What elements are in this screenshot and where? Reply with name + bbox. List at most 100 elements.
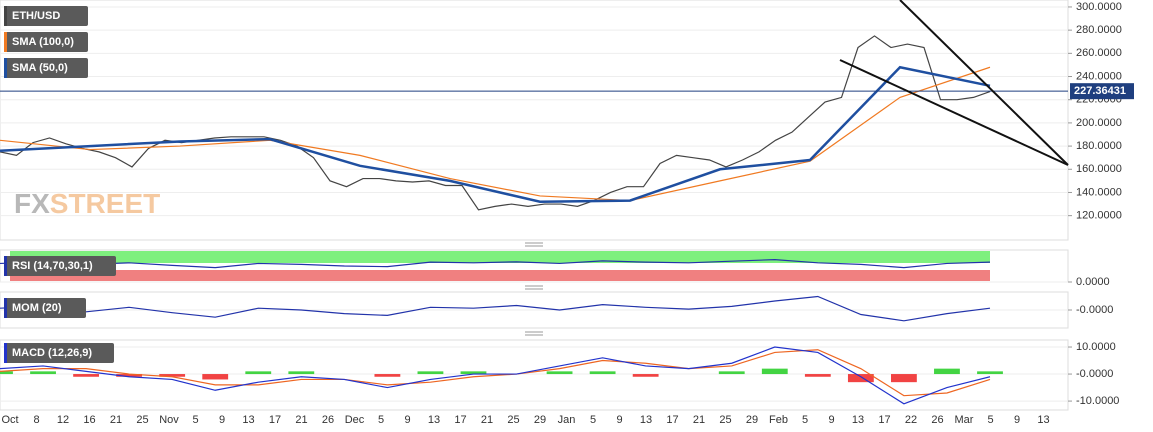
histogram-bar xyxy=(73,374,99,377)
rsi-lower-band xyxy=(10,270,990,281)
rsi-upper-band xyxy=(10,251,990,263)
legend-box xyxy=(4,6,88,26)
x-tick-label: 17 xyxy=(878,414,890,426)
legend-accent xyxy=(4,58,7,78)
y-tick-label: 120.0000 xyxy=(1076,210,1122,222)
y-tick-label: 140.0000 xyxy=(1076,186,1122,198)
x-tick-label: 17 xyxy=(454,414,466,426)
x-tick-label: 17 xyxy=(269,414,281,426)
x-tick-label: 13 xyxy=(640,414,652,426)
legend-box xyxy=(4,343,114,363)
x-tick-label: 26 xyxy=(322,414,334,426)
x-tick-label: 5 xyxy=(192,414,198,426)
histogram-bar xyxy=(0,371,13,375)
last-price-label: 227.36431 xyxy=(1074,85,1126,97)
x-tick-label: Oct xyxy=(1,414,18,426)
histogram-bar xyxy=(589,371,616,375)
y-tick-label: 300.0000 xyxy=(1076,1,1122,13)
x-tick-label: 25 xyxy=(719,414,731,426)
x-tick-label: 9 xyxy=(219,414,225,426)
x-tick-label: 5 xyxy=(802,414,808,426)
series-line xyxy=(0,295,991,322)
series-line xyxy=(0,258,991,269)
x-tick-label: 13 xyxy=(428,414,440,426)
x-tick-label: 29 xyxy=(746,414,758,426)
legend-accent xyxy=(4,6,7,26)
histogram-bar xyxy=(977,371,1003,375)
histogram-bar xyxy=(202,374,229,380)
series-line xyxy=(0,349,991,397)
legend-box xyxy=(4,58,88,78)
legend-accent xyxy=(4,256,7,276)
legend-label: SMA (100,0) xyxy=(12,36,74,48)
histogram-bar xyxy=(245,371,272,375)
x-tick-label: 13 xyxy=(852,414,864,426)
x-tick-label: 8 xyxy=(33,414,39,426)
series-line xyxy=(0,65,991,203)
y-tick-label: -0.0000 xyxy=(1076,304,1113,316)
y-tick-label: -10.0000 xyxy=(1076,395,1119,407)
x-tick-label: 25 xyxy=(507,414,519,426)
x-tick-label: 13 xyxy=(242,414,254,426)
watermark-fx: FX xyxy=(14,188,50,219)
legend-label: MACD (12,26,9) xyxy=(12,347,92,359)
x-tick-label: 26 xyxy=(931,414,943,426)
histogram-bar xyxy=(804,374,831,377)
x-tick-label: Mar xyxy=(955,414,974,426)
histogram-bar xyxy=(417,371,444,375)
histogram-bar xyxy=(546,371,573,375)
legend-box xyxy=(4,32,88,52)
legend-accent xyxy=(4,343,7,363)
x-tick-label: 9 xyxy=(828,414,834,426)
histogram-bar xyxy=(632,374,659,377)
x-tick-label: 22 xyxy=(905,414,917,426)
x-tick-label: 21 xyxy=(295,414,307,426)
legend-label: ETH/USD xyxy=(12,10,60,22)
histogram-bar xyxy=(718,371,745,375)
x-tick-label: Dec xyxy=(345,414,365,426)
plot: 300.0000 280.0000 260.0000 240.0000 22 0.0000… xyxy=(0,1,1134,426)
x-tick-label: 5 xyxy=(378,414,384,426)
histogram-bar xyxy=(159,374,186,377)
x-tick-label: 16 xyxy=(83,414,95,426)
x-tick-label: 5 xyxy=(590,414,596,426)
histogram-bar xyxy=(847,374,874,383)
series-line xyxy=(0,35,991,211)
series-line xyxy=(0,346,991,405)
x-tick-label: 17 xyxy=(666,414,678,426)
histogram-bar xyxy=(934,368,960,375)
y-tick-label: 0.0000 xyxy=(1076,276,1110,288)
legend-label: SMA (50,0) xyxy=(12,62,68,74)
trendline-upper xyxy=(899,0,1069,166)
legend-label: MOM (20) xyxy=(12,302,62,314)
histogram-bar xyxy=(891,374,917,383)
x-tick-label: 13 xyxy=(1037,414,1049,426)
x-tick-label: Feb xyxy=(769,414,788,426)
panel-handles xyxy=(525,242,543,336)
x-tick-label: 12 xyxy=(57,414,69,426)
legend-label: RSI (14,70,30,1) xyxy=(12,260,93,272)
x-tick-label: 21 xyxy=(693,414,705,426)
x-tick-label: Nov xyxy=(159,414,179,426)
legend-box xyxy=(4,298,86,318)
x-tick-label: 29 xyxy=(534,414,546,426)
histogram-bar xyxy=(761,368,788,375)
y-tick-label: 180.0000 xyxy=(1076,140,1122,152)
x-tick-label: 9 xyxy=(1014,414,1020,426)
y-tick-label: 240.0000 xyxy=(1076,70,1122,82)
histogram-bar xyxy=(116,374,143,377)
x-tick-label: 5 xyxy=(987,414,993,426)
y-tick-label: -0.0000 xyxy=(1076,368,1113,380)
last-price-box xyxy=(1070,83,1134,100)
histogram-bar xyxy=(374,374,401,377)
x-tick-label: 21 xyxy=(110,414,122,426)
histogram-bar xyxy=(460,371,487,375)
x-tick-label: 25 xyxy=(136,414,148,426)
histogram-bar xyxy=(288,371,315,375)
histogram-bar xyxy=(30,371,56,375)
y-tick-label: 10.0000 xyxy=(1076,341,1116,353)
watermark: FXSTREET xyxy=(14,188,160,219)
y-tick-label: 260.0000 xyxy=(1076,47,1122,59)
series-line xyxy=(0,66,991,202)
